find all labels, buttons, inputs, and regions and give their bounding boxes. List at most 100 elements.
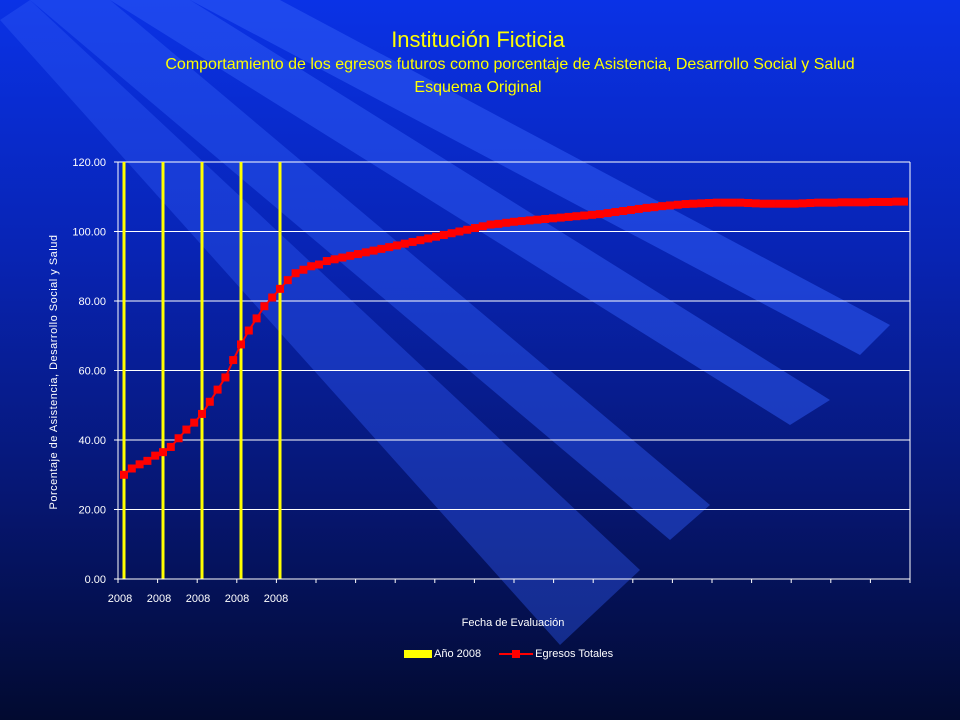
data-point	[580, 211, 589, 220]
year-line	[239, 162, 243, 579]
data-point	[478, 222, 487, 231]
data-point	[611, 208, 620, 217]
data-point	[166, 442, 175, 451]
data-point	[237, 340, 245, 349]
data-point	[541, 214, 550, 223]
data-point	[439, 230, 448, 239]
tick-layer: 0.00 20.00 40.00 60.00 80.00 100.00 120.00 2008…	[72, 157, 911, 605]
data-point	[759, 199, 768, 208]
y-tick-label: 80.00	[78, 296, 106, 308]
data-point	[174, 434, 183, 443]
data-point	[790, 199, 799, 208]
data-point	[736, 198, 745, 207]
data-point	[135, 460, 144, 469]
data-point	[744, 199, 752, 208]
data-point	[673, 200, 682, 209]
legend-label-egresos: Egresos Totales	[535, 648, 614, 660]
data-point	[385, 243, 394, 252]
data-point	[276, 284, 284, 293]
data-point	[213, 385, 222, 394]
x-axis-title: Fecha de Evaluación	[462, 617, 565, 629]
data-point	[884, 197, 893, 206]
data-point	[455, 227, 464, 236]
data-point	[127, 464, 136, 473]
data-point	[346, 251, 355, 260]
data-point	[159, 448, 167, 457]
data-point	[447, 229, 456, 238]
y-tick-label: 20.00	[78, 505, 106, 517]
data-point	[658, 202, 667, 211]
y-tick-label: 100.00	[72, 227, 106, 239]
data-point	[806, 199, 815, 208]
year-line	[200, 162, 204, 579]
legend-swatch-year	[404, 650, 432, 658]
data-point	[892, 197, 901, 206]
data-point	[845, 198, 854, 207]
data-point	[221, 373, 230, 382]
data-point	[853, 198, 862, 207]
data-point	[322, 257, 331, 266]
data-point	[463, 225, 472, 234]
y-axis-title: Porcentaje de Asistencia, Desarrollo Soc…	[48, 235, 60, 510]
data-point	[182, 425, 191, 434]
data-point	[681, 200, 690, 209]
data-point	[400, 239, 409, 248]
data-point	[315, 260, 323, 269]
chart-title: Institución Ficticia	[391, 27, 565, 52]
data-point	[517, 217, 526, 226]
data-point	[283, 276, 292, 285]
data-point	[775, 199, 784, 208]
data-point	[330, 255, 339, 264]
year-line	[122, 162, 126, 579]
data-point	[751, 199, 760, 208]
year-line	[161, 162, 165, 579]
legend-item-year: Año 2008	[404, 648, 481, 660]
data-point	[837, 198, 846, 207]
chart-subtitle: Comportamiento de los egresos futuros co…	[165, 56, 855, 73]
y-tick-label: 120.00	[72, 157, 106, 169]
data-point	[572, 212, 581, 221]
data-point	[525, 216, 534, 225]
data-point	[798, 199, 807, 208]
x-tick-label: 2008	[264, 593, 288, 605]
data-point	[588, 210, 596, 219]
data-point	[268, 293, 277, 302]
data-point	[338, 253, 347, 262]
data-point	[198, 409, 206, 418]
data-point	[876, 197, 885, 206]
data-point	[252, 314, 261, 323]
legend-label-year: Año 2008	[434, 648, 482, 660]
data-point	[783, 199, 791, 208]
data-point	[666, 201, 674, 210]
title-block: Institución Ficticia Comportamiento de l…	[0, 26, 960, 100]
data-point	[564, 212, 573, 221]
data-point	[767, 199, 776, 208]
data-point	[369, 246, 378, 255]
data-point	[190, 418, 199, 427]
series-egresos	[120, 197, 908, 479]
data-point	[900, 197, 908, 206]
x-tick-label: 2008	[108, 593, 132, 605]
year-line	[278, 162, 282, 579]
data-point	[486, 220, 495, 229]
y-tick-label: 60.00	[78, 366, 106, 378]
data-point	[861, 198, 869, 207]
data-point	[416, 236, 425, 245]
legend-swatch-egresos	[499, 650, 534, 658]
y-tick-label: 0.00	[85, 574, 106, 586]
data-point	[291, 269, 300, 278]
data-point	[868, 197, 877, 206]
data-point	[229, 356, 238, 365]
stripe-2	[110, 0, 830, 425]
data-point	[619, 206, 628, 215]
data-point	[822, 198, 830, 207]
data-point	[533, 215, 542, 224]
data-point	[814, 198, 823, 207]
data-point	[720, 198, 729, 207]
data-point	[697, 199, 706, 208]
data-point	[689, 199, 698, 208]
data-point	[361, 248, 370, 257]
data-point	[556, 213, 565, 222]
